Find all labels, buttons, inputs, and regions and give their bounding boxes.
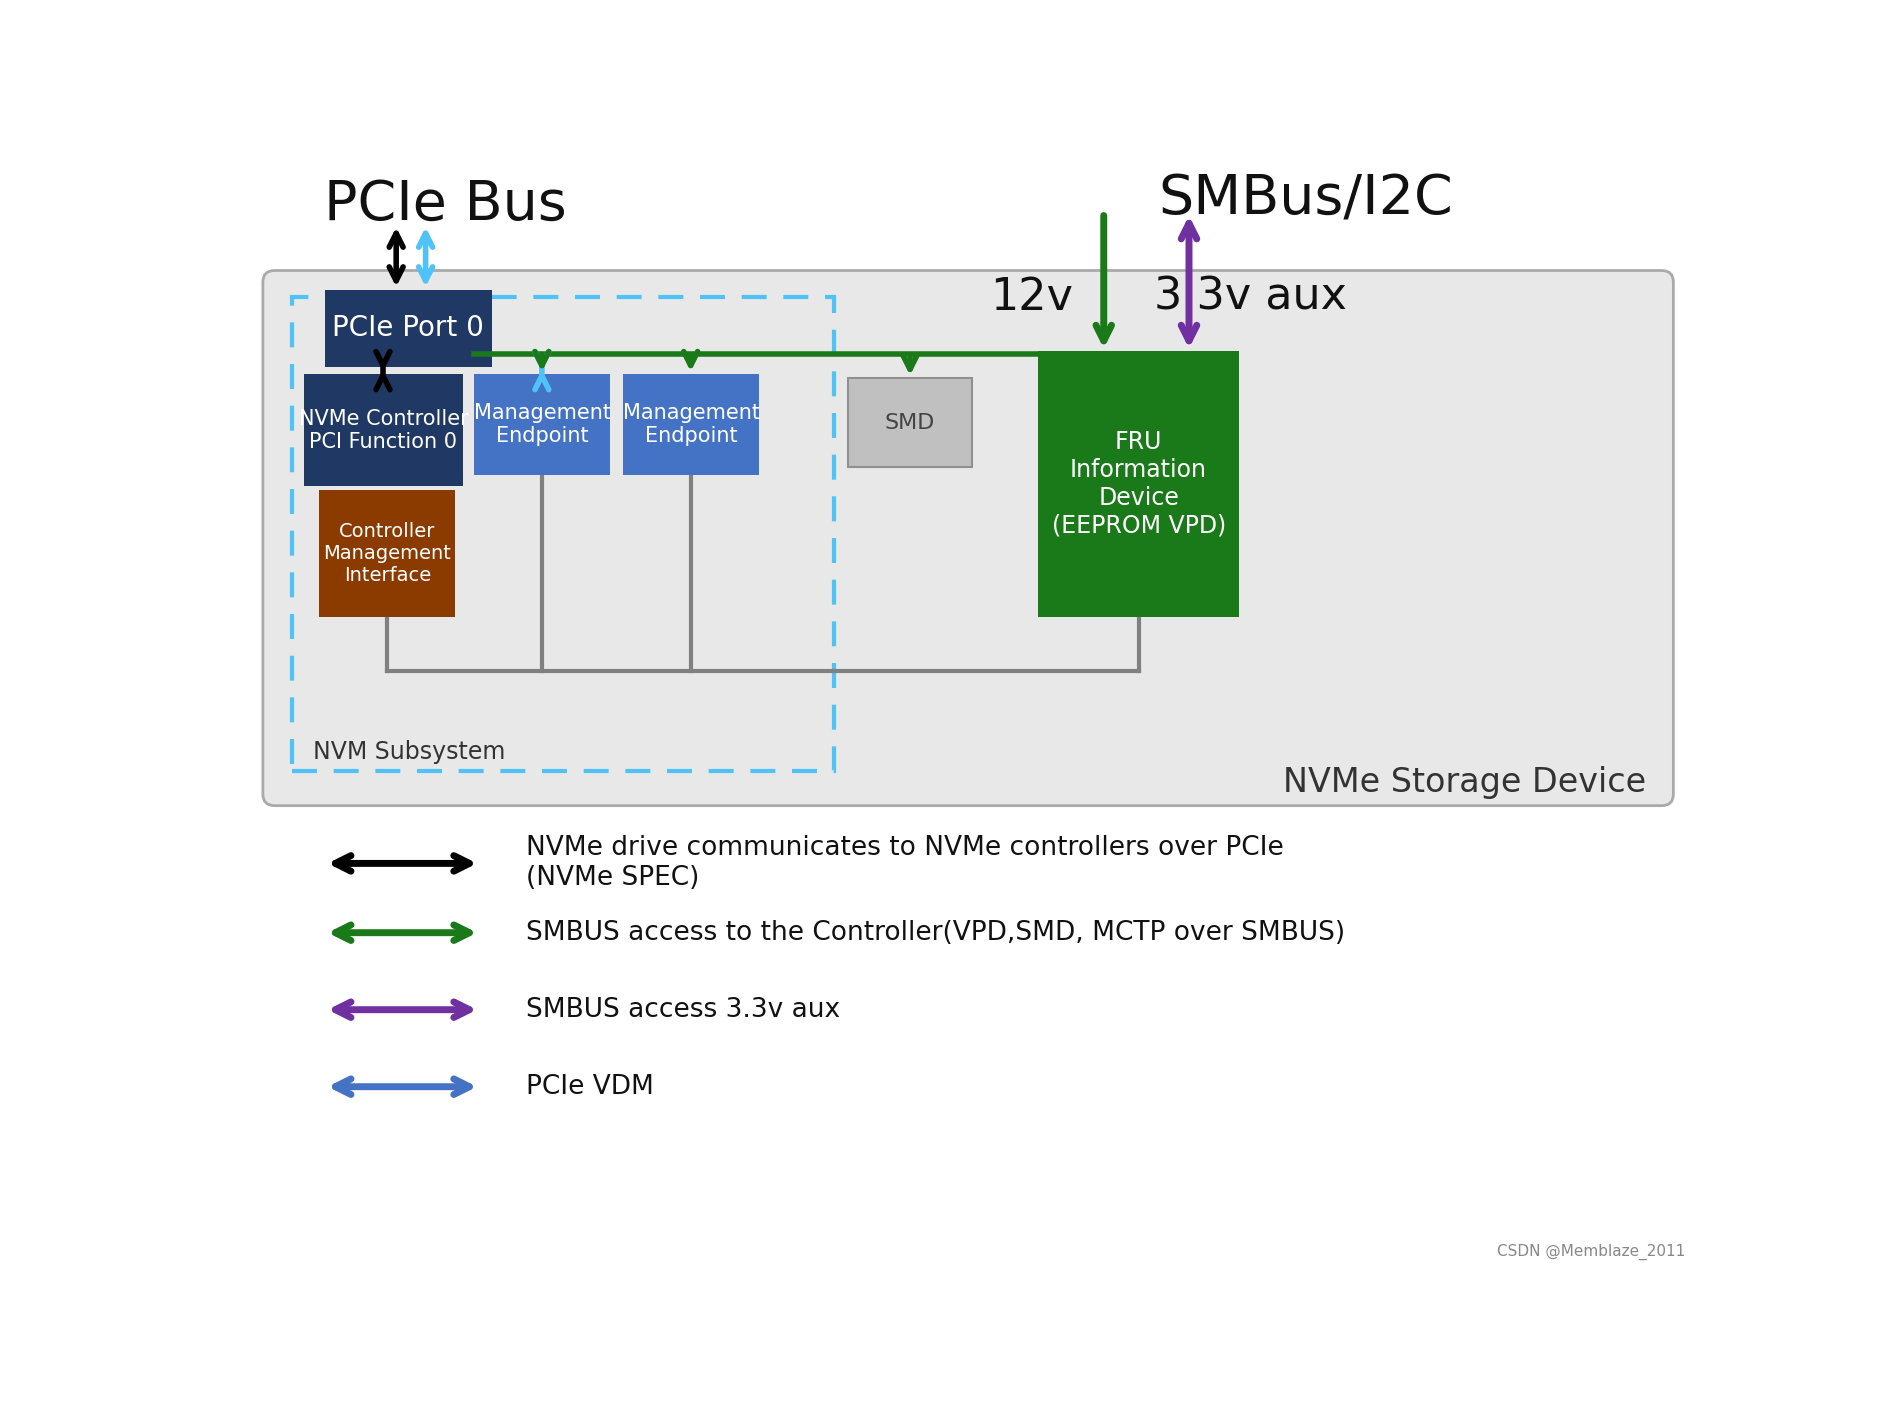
Text: FRU
Information
Device
(EEPROM VPD): FRU Information Device (EEPROM VPD) xyxy=(1052,430,1226,538)
Text: SMD: SMD xyxy=(885,413,935,433)
Text: SMBus/I2C: SMBus/I2C xyxy=(1158,173,1452,227)
FancyBboxPatch shape xyxy=(304,375,462,486)
FancyBboxPatch shape xyxy=(622,375,758,474)
Text: PCIe VDM: PCIe VDM xyxy=(526,1074,654,1099)
Text: SMBUS access to the Controller(VPD,SMD, MCTP over SMBUS): SMBUS access to the Controller(VPD,SMD, … xyxy=(526,920,1345,946)
Text: PCIe Port 0: PCIe Port 0 xyxy=(332,314,485,342)
FancyBboxPatch shape xyxy=(324,290,492,366)
Text: NVMe Controller
PCI Function 0: NVMe Controller PCI Function 0 xyxy=(298,409,468,452)
Text: Management
Endpoint: Management Endpoint xyxy=(473,403,611,446)
Text: CSDN @Memblaze_2011: CSDN @Memblaze_2011 xyxy=(1497,1244,1684,1261)
Text: PCIe Bus: PCIe Bus xyxy=(324,178,566,231)
Text: NVMe drive communicates to NVMe controllers over PCIe
(NVMe SPEC): NVMe drive communicates to NVMe controll… xyxy=(526,835,1284,892)
FancyBboxPatch shape xyxy=(262,270,1673,805)
FancyBboxPatch shape xyxy=(1037,351,1239,618)
Text: Management
Endpoint: Management Endpoint xyxy=(622,403,760,446)
FancyBboxPatch shape xyxy=(319,490,455,618)
FancyBboxPatch shape xyxy=(849,378,971,467)
Text: Controller
Management
Interface: Controller Management Interface xyxy=(323,523,451,585)
Text: NVMe Storage Device: NVMe Storage Device xyxy=(1282,765,1646,799)
Text: 12v: 12v xyxy=(990,275,1073,320)
Text: SMBUS access 3.3v aux: SMBUS access 3.3v aux xyxy=(526,997,841,1022)
Text: 3.3v aux: 3.3v aux xyxy=(1154,275,1347,320)
Text: NVM Subsystem: NVM Subsystem xyxy=(313,740,505,764)
FancyBboxPatch shape xyxy=(475,375,609,474)
